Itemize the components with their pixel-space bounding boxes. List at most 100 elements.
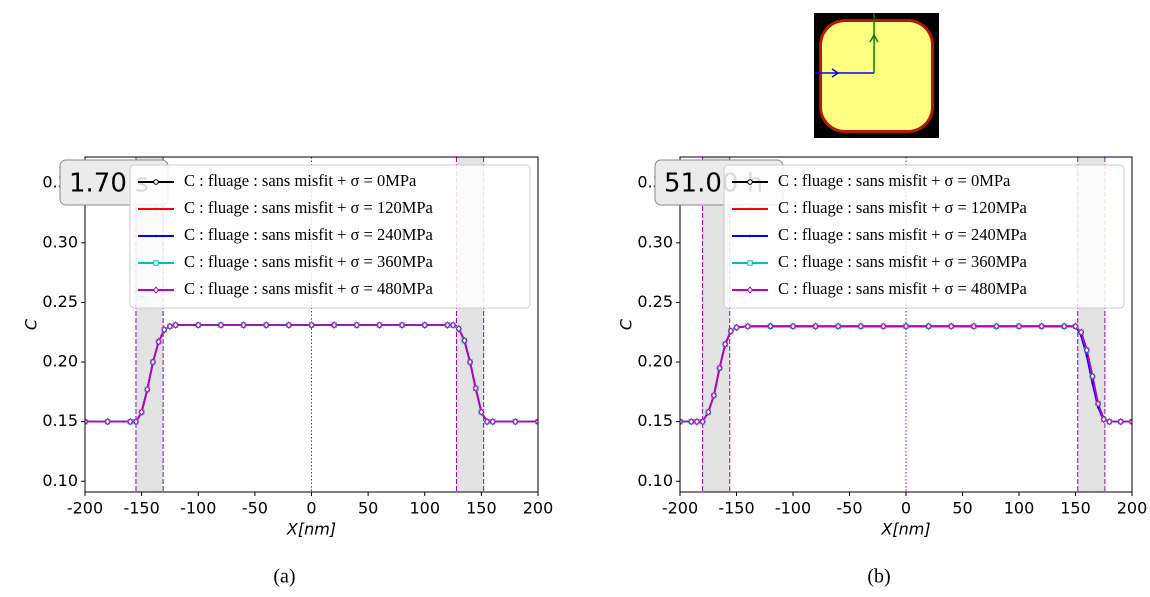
marker [421,321,428,329]
marker [152,286,160,294]
marker [1128,417,1132,426]
marker [263,321,270,329]
marker [767,322,774,331]
marker [240,321,247,329]
marker [1089,372,1096,381]
marker [154,207,158,211]
marker [925,322,932,331]
marker [467,358,474,366]
inset-particle [822,22,931,130]
x-tick-label: 50 [952,499,972,518]
marker [153,179,159,185]
x-tick-label: 50 [358,499,378,518]
legend-label: C : fluage : sans misfit + σ = 120MPa [184,198,434,217]
marker [733,323,740,332]
marker [195,321,202,329]
marker [744,322,751,331]
marker [902,322,910,331]
marker [512,417,519,426]
marker [149,358,156,366]
marker [680,417,684,426]
marker [104,417,111,426]
marker [399,321,406,329]
marker [812,322,819,331]
marker [693,417,700,426]
marker [688,417,695,426]
x-tick-label: 0 [306,499,316,518]
x-axis-label: X[nm] [880,520,930,539]
marker [534,417,538,426]
marker [1095,399,1102,408]
marker [1117,417,1124,426]
y-tick-label: 0.25 [42,292,78,311]
marker [705,408,712,416]
x-tick-label: -50 [836,499,862,518]
series-line [680,325,1132,423]
marker [155,337,162,346]
x-tick-label: -100 [775,499,811,518]
marker [308,321,315,329]
marker [1100,415,1107,424]
inset-arrowhead-x [831,68,840,78]
y-tick-label: 0.15 [42,411,78,430]
x-tick-label: 150 [466,499,497,518]
marker [722,340,729,348]
marker [1078,328,1085,337]
x-tick-label: -100 [180,499,216,518]
y-tick-label: 0.20 [637,352,673,371]
marker [144,385,151,394]
marker [127,417,134,426]
legend-label: C : fluage : sans misfit + σ = 360MPa [778,252,1028,271]
series-line [680,325,1132,423]
marker [85,417,89,426]
x-tick-label: 100 [409,499,440,518]
y-tick-label: 0.30 [637,232,673,251]
marker [835,322,842,331]
x-tick-label: 200 [523,499,554,518]
marker [376,321,383,329]
y-axis-label: C [22,318,41,330]
marker [748,234,752,238]
marker [450,321,457,329]
legend: C : fluage : sans misfit + σ = 0MPa C : f… [129,164,531,309]
y-tick-label: 0.30 [42,232,78,251]
marker [1091,382,1094,385]
marker [748,207,752,211]
x-axis-label: X[nm] [286,520,336,539]
marker [746,286,754,294]
marker [970,322,977,331]
series-line [680,325,1132,423]
marker [161,326,168,334]
marker [857,322,864,331]
marker [483,417,491,426]
marker [948,322,955,331]
legend-label: C : fluage : sans misfit + σ = 240MPa [184,225,434,244]
marker [993,322,1000,331]
marker [1061,322,1068,331]
x-tick-label: 200 [1117,499,1148,518]
marker [353,321,360,329]
marker [1038,322,1045,331]
marker [132,417,140,426]
x-tick-label: 0 [901,499,911,518]
marker [153,260,159,266]
x-tick-label: -150 [718,499,754,518]
legend-box [129,164,531,309]
x-tick-label: -200 [662,499,698,518]
marker [455,324,462,333]
y-tick-label: 0.10 [42,471,78,490]
marker [478,408,485,416]
legend-label: C : fluage : sans misfit + σ = 480MPa [778,279,1028,298]
marker [472,384,479,393]
inset-arrowhead-y [869,33,879,43]
marker [1106,417,1113,426]
marker [747,179,753,185]
marker [154,234,158,238]
marker [172,321,179,329]
legend-label: C : fluage : sans misfit + σ = 120MPa [778,198,1028,217]
caption: (b) [867,566,890,588]
marker [166,322,173,331]
legend: C : fluage : sans misfit + σ = 0MPa C : f… [723,164,1125,309]
x-tick-label: -200 [67,499,103,518]
